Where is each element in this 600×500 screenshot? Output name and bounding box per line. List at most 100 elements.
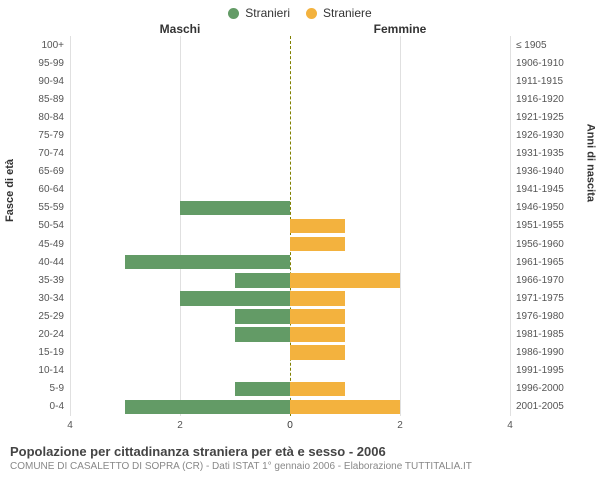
birth-year-label: 1981-1985 bbox=[516, 329, 564, 340]
age-label: 45-49 bbox=[38, 239, 64, 250]
x-tick: 2 bbox=[397, 420, 403, 431]
bar-female bbox=[290, 291, 345, 305]
birth-year-label: 1941-1945 bbox=[516, 184, 564, 195]
birth-year-label: 1911-1915 bbox=[516, 76, 563, 87]
legend-swatch-male bbox=[228, 8, 239, 19]
age-label: 75-79 bbox=[38, 130, 64, 141]
age-label: 80-84 bbox=[38, 112, 64, 123]
bar-male bbox=[235, 327, 290, 341]
birth-year-label: 1996-2000 bbox=[516, 383, 564, 394]
y-axis-left-title: Fasce di età bbox=[4, 159, 16, 222]
age-label: 40-44 bbox=[38, 257, 64, 268]
age-label: 60-64 bbox=[38, 184, 64, 195]
bar-female bbox=[290, 327, 345, 341]
age-row: 10-141991-1995 bbox=[70, 362, 510, 380]
legend-item-male: Stranieri bbox=[228, 6, 290, 20]
legend: Stranieri Straniere bbox=[0, 0, 600, 22]
age-label: 30-34 bbox=[38, 293, 64, 304]
bar-male bbox=[125, 400, 290, 414]
birth-year-label: 1906-1910 bbox=[516, 58, 564, 69]
birth-year-label: 1951-1955 bbox=[516, 220, 564, 231]
age-label: 10-14 bbox=[38, 365, 64, 376]
age-label: 15-19 bbox=[38, 347, 64, 358]
age-label: 65-69 bbox=[38, 166, 64, 177]
bar-female bbox=[290, 309, 345, 323]
age-label: 50-54 bbox=[38, 220, 64, 231]
birth-year-label: 1976-1980 bbox=[516, 311, 564, 322]
age-row: 75-791926-1930 bbox=[70, 126, 510, 144]
footer: Popolazione per cittadinanza straniera p… bbox=[0, 434, 600, 472]
x-tick: 2 bbox=[177, 420, 183, 431]
bar-male bbox=[180, 201, 290, 215]
bar-male bbox=[235, 309, 290, 323]
age-label: 95-99 bbox=[38, 58, 64, 69]
legend-swatch-female bbox=[306, 8, 317, 19]
age-row: 100+≤ 1905 bbox=[70, 36, 510, 54]
bar-male bbox=[125, 255, 290, 269]
age-row: 95-991906-1910 bbox=[70, 54, 510, 72]
age-row: 25-291976-1980 bbox=[70, 307, 510, 325]
plot-area: 100+≤ 190595-991906-191090-941911-191585… bbox=[70, 36, 510, 416]
birth-year-label: 2001-2005 bbox=[516, 401, 564, 412]
x-tick: 4 bbox=[67, 420, 73, 431]
birth-year-label: 1991-1995 bbox=[516, 365, 564, 376]
column-header-right: Femmine bbox=[290, 22, 510, 36]
age-row: 15-191986-1990 bbox=[70, 344, 510, 362]
age-row: 30-341971-1975 bbox=[70, 289, 510, 307]
grid-line bbox=[510, 36, 511, 416]
age-row: 85-891916-1920 bbox=[70, 90, 510, 108]
birth-year-label: 1966-1970 bbox=[516, 275, 564, 286]
age-label: 0-4 bbox=[50, 401, 64, 412]
legend-item-female: Straniere bbox=[306, 6, 372, 20]
age-label: 100+ bbox=[41, 40, 64, 51]
birth-year-label: 1936-1940 bbox=[516, 166, 564, 177]
legend-label-male: Stranieri bbox=[245, 6, 290, 20]
chart-area: Maschi Femmine Fasce di età Anni di nasc… bbox=[0, 22, 600, 434]
age-row: 0-42001-2005 bbox=[70, 398, 510, 416]
chart-subtitle: COMUNE DI CASALETTO DI SOPRA (CR) - Dati… bbox=[10, 461, 590, 472]
bar-female bbox=[290, 345, 345, 359]
age-label: 25-29 bbox=[38, 311, 64, 322]
age-row: 55-591946-1950 bbox=[70, 199, 510, 217]
x-tick: 0 bbox=[287, 420, 293, 431]
birth-year-label: 1961-1965 bbox=[516, 257, 564, 268]
age-row: 70-741931-1935 bbox=[70, 145, 510, 163]
age-label: 70-74 bbox=[38, 148, 64, 159]
x-tick: 4 bbox=[507, 420, 513, 431]
birth-year-label: 1946-1950 bbox=[516, 202, 564, 213]
age-row: 80-841921-1925 bbox=[70, 108, 510, 126]
age-row: 20-241981-1985 bbox=[70, 326, 510, 344]
bar-male bbox=[235, 382, 290, 396]
bar-female bbox=[290, 237, 345, 251]
bar-female bbox=[290, 219, 345, 233]
birth-year-label: 1986-1990 bbox=[516, 347, 564, 358]
bar-female bbox=[290, 400, 400, 414]
birth-year-label: 1971-1975 bbox=[516, 293, 564, 304]
birth-year-label: 1916-1920 bbox=[516, 94, 564, 105]
age-row: 40-441961-1965 bbox=[70, 253, 510, 271]
age-label: 55-59 bbox=[38, 202, 64, 213]
age-row: 5-91996-2000 bbox=[70, 380, 510, 398]
age-label: 20-24 bbox=[38, 329, 64, 340]
age-row: 35-391966-1970 bbox=[70, 271, 510, 289]
column-headers: Maschi Femmine bbox=[0, 22, 600, 36]
birth-year-label: 1956-1960 bbox=[516, 239, 564, 250]
x-axis: 420024 bbox=[70, 416, 510, 434]
age-label: 5-9 bbox=[50, 383, 64, 394]
column-header-left: Maschi bbox=[70, 22, 290, 36]
age-label: 85-89 bbox=[38, 94, 64, 105]
age-label: 90-94 bbox=[38, 76, 64, 87]
y-axis-right-title: Anni di nascita bbox=[584, 124, 596, 202]
age-row: 60-641941-1945 bbox=[70, 181, 510, 199]
birth-year-label: 1931-1935 bbox=[516, 148, 564, 159]
age-label: 35-39 bbox=[38, 275, 64, 286]
birth-year-label: 1926-1930 bbox=[516, 130, 564, 141]
age-row: 45-491956-1960 bbox=[70, 235, 510, 253]
bar-female bbox=[290, 273, 400, 287]
bar-male bbox=[235, 273, 290, 287]
birth-year-label: ≤ 1905 bbox=[516, 40, 547, 51]
birth-year-label: 1921-1925 bbox=[516, 112, 564, 123]
bar-male bbox=[180, 291, 290, 305]
age-row: 50-541951-1955 bbox=[70, 217, 510, 235]
age-row: 90-941911-1915 bbox=[70, 72, 510, 90]
